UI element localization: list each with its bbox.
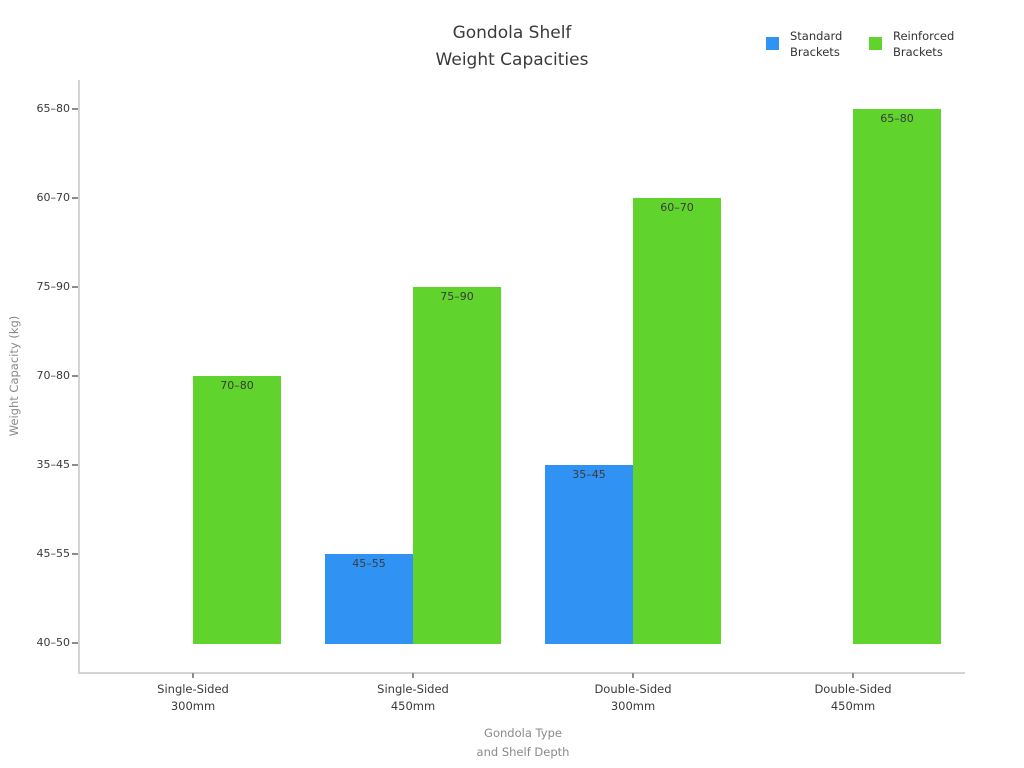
y-tick-mark: [72, 553, 78, 555]
y-tick-label: 35–45: [36, 458, 71, 471]
x-tick-mark: [632, 673, 634, 678]
y-tick-mark: [72, 286, 78, 288]
x-tick-mark: [192, 673, 194, 678]
chart-title: Gondola Shelf Weight Capacities: [0, 20, 1024, 74]
chart-title-line1: Gondola Shelf: [452, 23, 572, 43]
legend-item-reinforced: Reinforced Brackets: [869, 29, 965, 60]
x-axis-title-line1: Gondola Type: [484, 726, 562, 740]
chart-title-line2: Weight Capacities: [435, 50, 589, 70]
bar-value-label: 65–80: [880, 112, 914, 125]
legend-swatch: [766, 37, 779, 50]
x-axis-line: [78, 672, 965, 674]
bar-value-label: 75–90: [440, 290, 474, 303]
y-tick-mark: [72, 642, 78, 644]
bar-reinforced-brackets: 65–80: [853, 109, 941, 644]
bar-standard-brackets: 45–55: [325, 554, 413, 644]
legend-label: Standard Brackets: [790, 29, 843, 59]
x-tick-label: Double-Sided 300mm: [594, 682, 672, 713]
y-tick-mark: [72, 197, 78, 199]
x-tick-label: Single-Sided 450mm: [377, 682, 449, 713]
bar-reinforced-brackets: 70–80: [193, 376, 281, 644]
x-tick-mark: [412, 673, 414, 678]
x-tick-mark: [852, 673, 854, 678]
y-axis-line: [78, 80, 80, 673]
bar-value-label: 70–80: [220, 379, 254, 392]
bar-value-label: 60–70: [660, 201, 694, 214]
y-tick-label: 60–70: [36, 191, 71, 204]
x-tick-label: Single-Sided 300mm: [157, 682, 229, 713]
bar-value-label: 35–45: [572, 468, 606, 481]
y-tick-label: 70–80: [36, 369, 71, 382]
legend-swatch: [869, 37, 882, 50]
y-tick-mark: [72, 108, 78, 110]
y-tick-mark: [72, 375, 78, 377]
bar-value-label: 45–55: [352, 557, 386, 570]
bar-reinforced-brackets: 75–90: [413, 287, 501, 644]
x-axis-title-line2: and Shelf Depth: [476, 745, 570, 759]
y-tick-label: 45–55: [36, 547, 71, 560]
y-tick-mark: [72, 464, 78, 466]
bar-standard-brackets: 35–45: [545, 465, 633, 644]
x-tick-label: Double-Sided 450mm: [814, 682, 892, 713]
y-tick-label: 40–50: [36, 636, 71, 649]
legend-label: Reinforced Brackets: [893, 29, 955, 59]
legend-item-standard: Standard Brackets: [766, 29, 862, 60]
x-axis-title: Gondola Type and Shelf Depth: [477, 724, 570, 762]
y-tick-label: 65–80: [36, 102, 71, 115]
y-tick-label: 75–90: [36, 280, 71, 293]
bar-reinforced-brackets: 60–70: [633, 198, 721, 644]
